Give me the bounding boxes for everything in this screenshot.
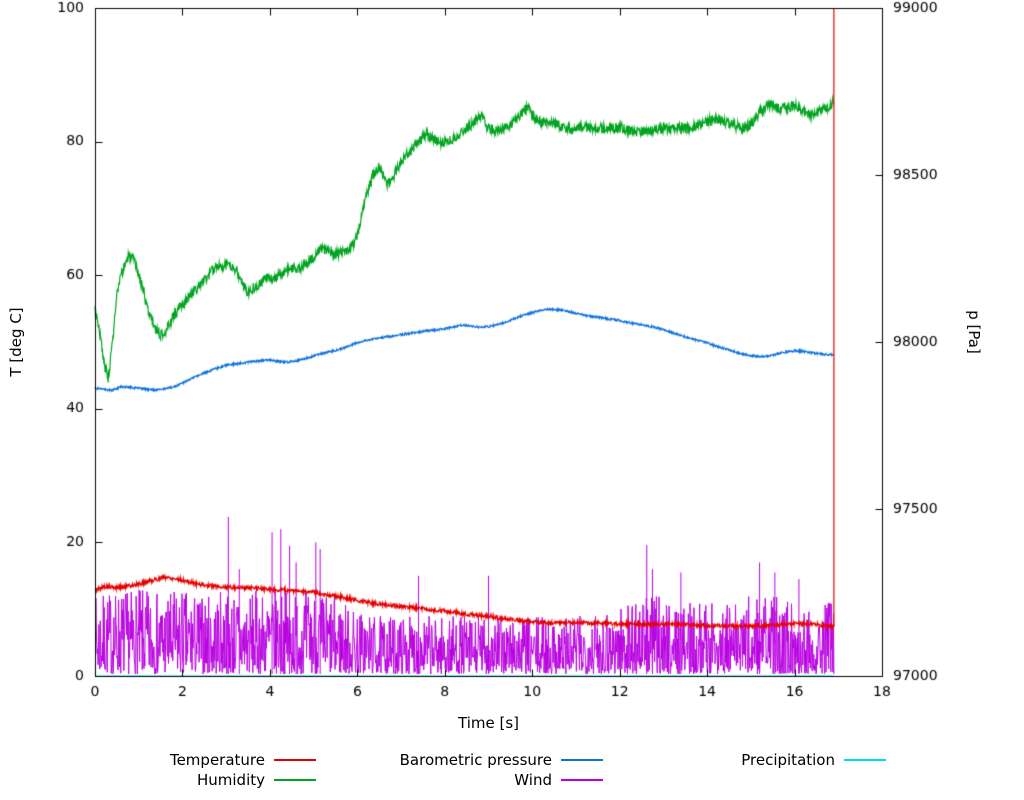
legend-label-precipitation: Precipitation — [741, 751, 835, 769]
y-axis-left-title: T [deg C] — [7, 307, 25, 377]
legend-item-temperature: Temperature — [95, 750, 316, 770]
legend-line-temperature — [274, 759, 316, 761]
legend: Temperature Humidity Barometric pressure… — [0, 748, 1024, 800]
legend-line-precipitation — [844, 759, 886, 761]
y-axis-right-title: p [Pa] — [965, 310, 983, 354]
legend-item-wind: Wind — [332, 770, 603, 790]
legend-item-precipitation: Precipitation — [635, 750, 886, 770]
x-axis-title: Time [s] — [458, 714, 519, 732]
legend-label-barometric-pressure: Barometric pressure — [399, 751, 552, 769]
legend-line-wind — [561, 779, 603, 781]
legend-label-wind: Wind — [514, 771, 552, 789]
plot-canvas — [0, 0, 1024, 745]
legend-item-humidity: Humidity — [95, 770, 316, 790]
legend-line-barometric-pressure — [561, 759, 603, 761]
legend-label-temperature: Temperature — [169, 751, 265, 769]
legend-item-barometric-pressure: Barometric pressure — [332, 750, 603, 770]
legend-label-humidity: Humidity — [196, 771, 265, 789]
legend-line-humidity — [274, 779, 316, 781]
